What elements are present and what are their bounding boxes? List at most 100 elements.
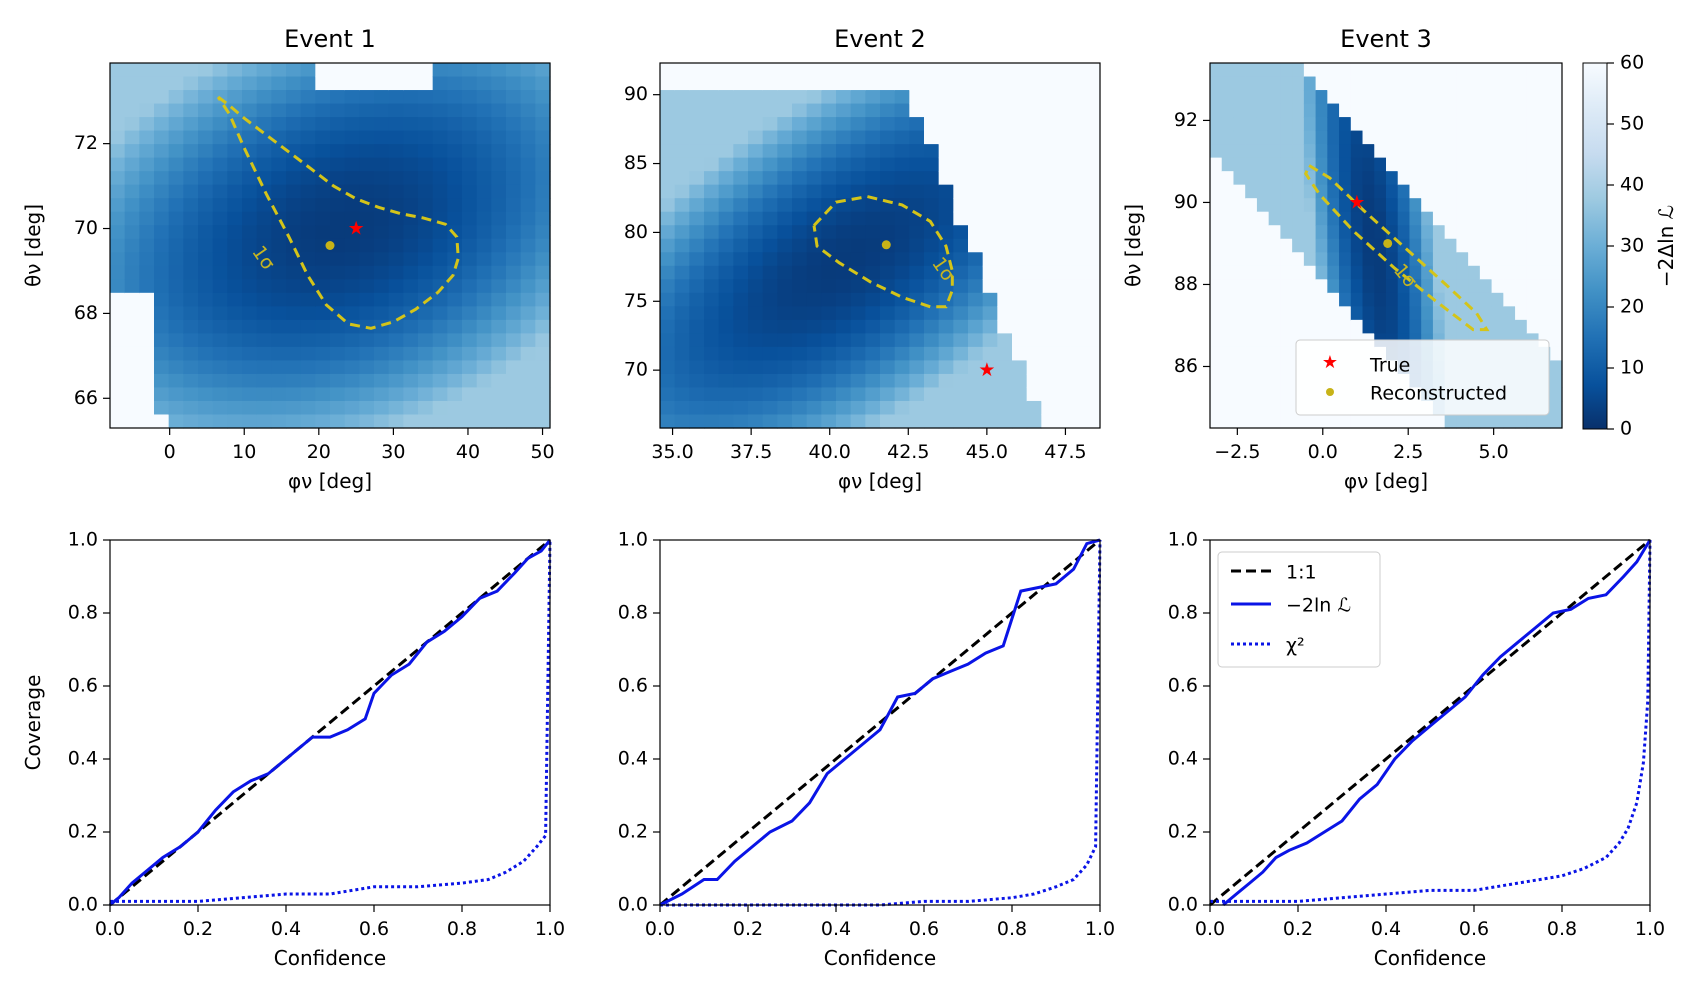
heatmap-cell: [924, 333, 940, 348]
heatmap-cell: [183, 306, 199, 321]
heatmap-cell: [418, 400, 434, 416]
heatmap-cell: [909, 198, 925, 213]
heatmap-cell: [124, 346, 140, 362]
heatmap-cell: [894, 171, 910, 186]
heatmap-cell: [1056, 76, 1072, 91]
heatmap-cell: [447, 238, 463, 253]
heatmap-cell: [359, 306, 375, 321]
heatmap-cell: [1397, 144, 1411, 159]
heatmap-cell: [1386, 103, 1399, 118]
heatmap-cell: [1444, 144, 1457, 159]
heatmap-cell: [1221, 414, 1235, 429]
heatmap-cell: [1210, 103, 1223, 118]
heatmap-cell: [535, 130, 551, 145]
heatmap-cell: [1468, 414, 1481, 429]
heatmap-cell: [924, 63, 940, 78]
heatmap-cell: [894, 400, 910, 416]
heatmap-cell: [1374, 319, 1387, 334]
heatmap-cell: [1315, 63, 1328, 78]
heatmap-cell: [792, 333, 808, 348]
heatmap-cell: [982, 184, 998, 199]
heatmap-cell: [447, 117, 463, 132]
heatmap-cell: [777, 117, 793, 132]
heatmap-cell: [286, 171, 302, 186]
heatmap-cell: [821, 400, 837, 416]
heatmap-cell: [447, 292, 463, 307]
heatmap-cell: [1026, 292, 1042, 307]
heatmap-cell: [491, 171, 507, 186]
heatmap-cell: [242, 346, 258, 362]
heatmap-cell: [491, 90, 507, 105]
heatmap-cell: [968, 225, 984, 240]
heatmap-cell: [1085, 117, 1101, 132]
heatmap-cell: [733, 387, 749, 402]
heatmap-cell: [1041, 171, 1057, 186]
heatmap-cell: [821, 90, 837, 105]
heatmap-cell: [748, 76, 764, 91]
heatmap-cell: [968, 292, 984, 307]
x-tick-label: 47.5: [1044, 441, 1086, 463]
heatmap-cell: [806, 252, 822, 267]
x-tick-label: 1.0: [1635, 918, 1665, 940]
heatmap-cell: [168, 103, 184, 118]
heatmap-cell: [1491, 117, 1504, 132]
heatmap-cell: [198, 76, 214, 91]
heatmap-cell: [704, 373, 720, 389]
heatmap-cell: [660, 292, 676, 307]
axes-frame: [109, 62, 551, 429]
heatmap-cell: [1350, 117, 1364, 132]
heatmap-cell: [748, 387, 764, 402]
heatmap-cell: [1268, 144, 1281, 159]
heatmap-cell: [168, 238, 184, 253]
heatmap-cell: [374, 103, 390, 118]
heatmap-cell: [821, 360, 837, 375]
heatmap-cell: [1070, 252, 1086, 267]
heatmap-cell: [1315, 171, 1328, 186]
heatmap-cell: [704, 319, 720, 334]
heatmap-cell: [432, 90, 448, 105]
heatmap-cell: [124, 252, 140, 267]
heatmap-cell: [953, 103, 969, 118]
heatmap-cell: [1245, 211, 1258, 226]
heatmap-cell: [1280, 306, 1293, 321]
heatmap-cell: [1256, 184, 1270, 199]
heatmap-cell: [1210, 265, 1223, 280]
heatmap-cell: [1280, 252, 1293, 267]
heatmap-cell: [1479, 76, 1493, 91]
heatmap-cell: [1362, 90, 1375, 105]
heatmap-cell: [1491, 103, 1504, 118]
heatmap-cell: [110, 238, 126, 253]
heatmap-cell: [880, 157, 896, 172]
heatmap-cell: [168, 346, 184, 362]
heatmap-cell: [1041, 252, 1057, 267]
heatmap-cell: [777, 184, 793, 199]
heatmap-cell: [1256, 103, 1270, 118]
heatmap-cell: [1468, 63, 1481, 78]
heatmap-cell: [997, 414, 1013, 429]
heatmap-cell: [198, 171, 214, 186]
heatmap-cell: [1491, 414, 1504, 429]
heatmap-cell: [704, 252, 720, 267]
heatmap-cell: [476, 373, 492, 389]
heatmap-cell: [924, 198, 940, 213]
heatmap-cell: [1012, 319, 1028, 334]
heatmap-cell: [1515, 117, 1528, 132]
heatmap-cell: [748, 306, 764, 321]
heatmap-cell: [110, 360, 126, 375]
heatmap-cell: [762, 76, 778, 91]
colorbar-tick-label: 10: [1620, 357, 1644, 379]
heatmap-cell: [1245, 63, 1258, 78]
heatmap-cell: [1339, 144, 1352, 159]
heatmap-cell: [1221, 252, 1235, 267]
heatmap-cell: [1479, 279, 1493, 294]
heatmap-cell: [418, 360, 434, 375]
heatmap-cell: [271, 144, 287, 159]
heatmap-cell: [139, 184, 155, 199]
heatmap-cell: [1362, 279, 1375, 294]
heatmap-cell: [242, 76, 258, 91]
heatmap-cell: [242, 292, 258, 307]
heatmap-cell: [388, 130, 404, 145]
heatmap-cell: [938, 387, 954, 402]
heatmap-cell: [330, 103, 346, 118]
heatmap-cell: [139, 63, 155, 78]
